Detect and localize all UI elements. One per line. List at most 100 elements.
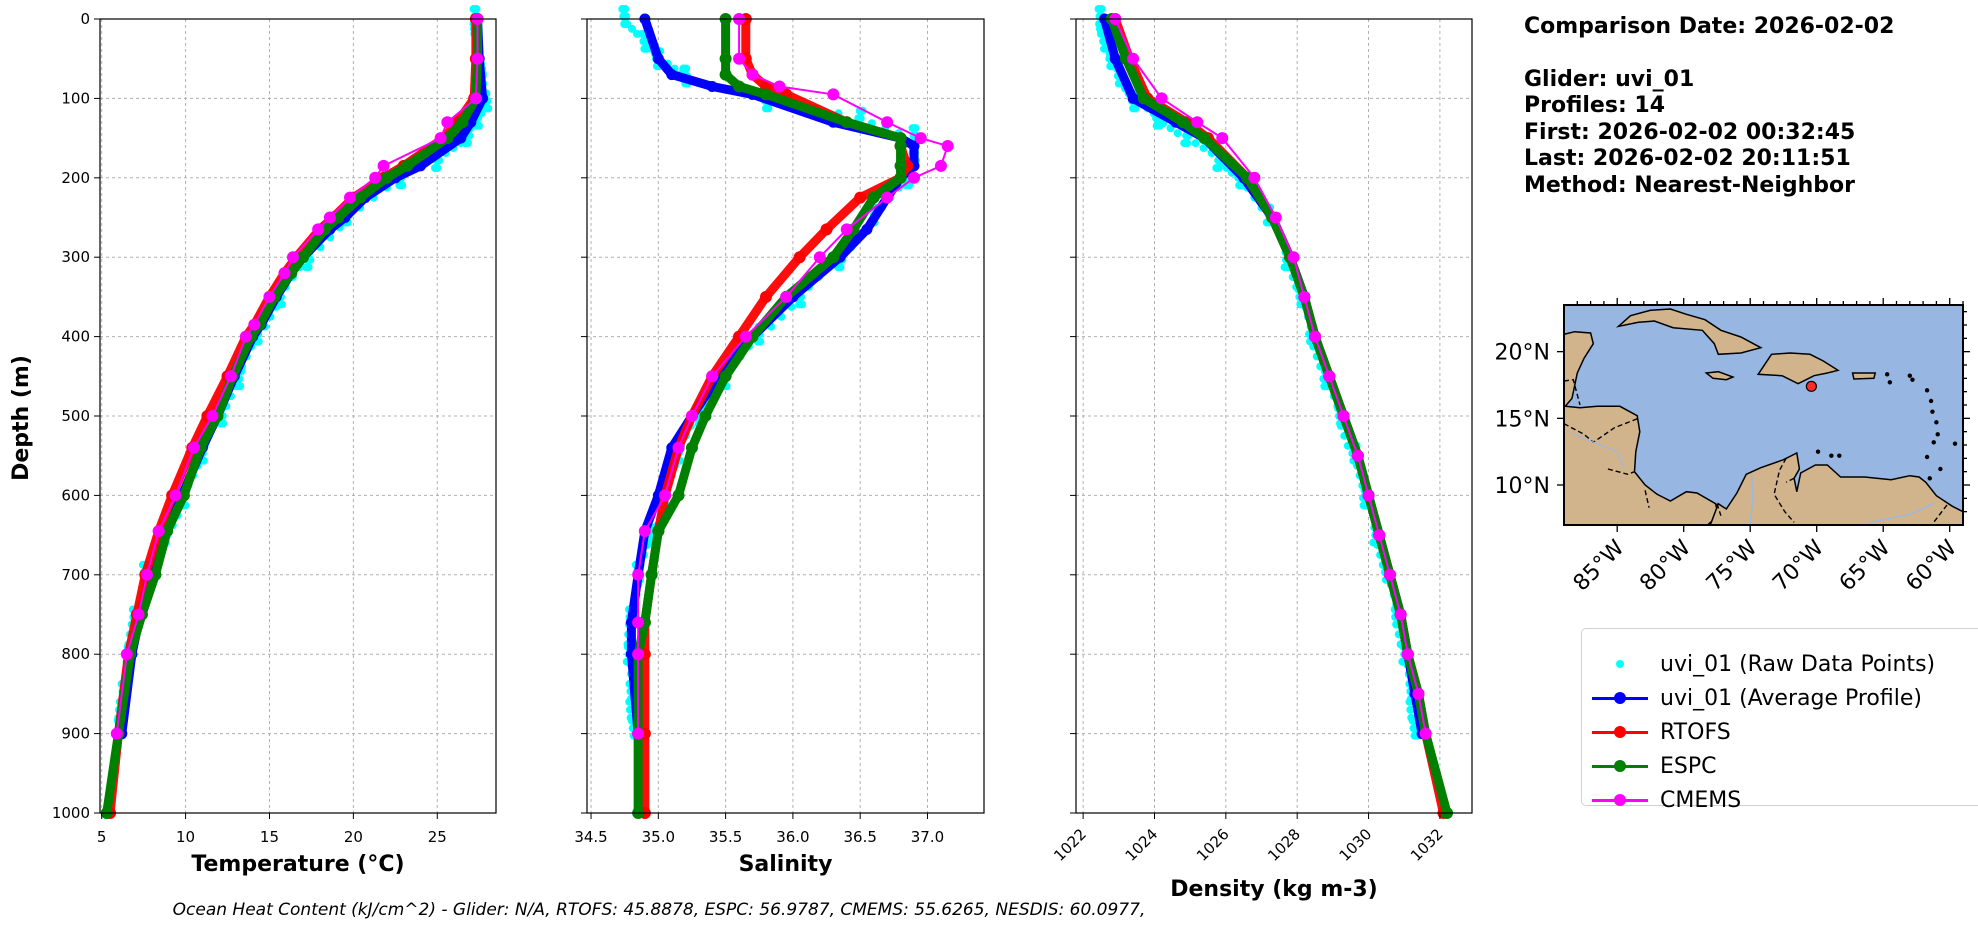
raw-point bbox=[1320, 382, 1329, 391]
island bbox=[1884, 372, 1890, 377]
raw-point bbox=[854, 114, 863, 123]
series-point-cmems bbox=[286, 251, 299, 264]
legend: uvi_01 (Raw Data Points) uvi_01 (Average… bbox=[1581, 628, 1978, 813]
series-line-glider bbox=[117, 14, 488, 739]
series-point-cmems bbox=[263, 290, 276, 303]
series-cmems bbox=[632, 13, 954, 740]
raw-point bbox=[1173, 129, 1182, 138]
comparison-date: Comparison Date: 2026-02-02 bbox=[1524, 14, 1895, 39]
y-tick-label: 300 bbox=[61, 248, 90, 266]
legend-item-espc: ESPC bbox=[1582, 751, 1717, 781]
map-lat-label: 15°N bbox=[1495, 407, 1550, 432]
series-point-cmems bbox=[132, 608, 145, 621]
y-tick-label: 700 bbox=[61, 566, 90, 584]
profile-panels: 5 10 15 20 25 0 100 200 300 400 500 600 700 800 900 100… bbox=[52, 5, 1473, 902]
series-point-cmems bbox=[1401, 648, 1414, 661]
x-axis-label: Salinity bbox=[739, 852, 833, 877]
raw-point bbox=[1406, 705, 1415, 714]
island bbox=[1924, 454, 1930, 460]
series-cmems bbox=[1109, 13, 1432, 740]
map-body bbox=[1564, 305, 1963, 525]
map-lat-label: 10°N bbox=[1495, 474, 1550, 499]
island bbox=[1907, 373, 1913, 378]
series-point-espc bbox=[894, 140, 907, 153]
x-tick-label: 1024 bbox=[1122, 825, 1162, 865]
map-lat-label: 20°N bbox=[1495, 341, 1550, 366]
raw-point bbox=[911, 124, 920, 133]
country-border bbox=[1785, 477, 1795, 483]
series-point-cmems bbox=[881, 191, 894, 204]
raw-point bbox=[1407, 713, 1416, 722]
map-lon-label: 80°W bbox=[1635, 535, 1696, 596]
series-point-cmems bbox=[746, 68, 759, 81]
series-point-cmems bbox=[934, 159, 947, 172]
series-point-cmems bbox=[632, 568, 645, 581]
x-tick-label: 36.5 bbox=[843, 828, 876, 846]
series-point-cmems bbox=[1127, 52, 1140, 65]
map-lon-label: 60°W bbox=[1901, 535, 1962, 596]
x-tick-label: 1028 bbox=[1264, 825, 1304, 865]
raw-point bbox=[682, 64, 691, 73]
series-point-espc bbox=[161, 525, 174, 538]
x-tick-label: 5 bbox=[97, 828, 107, 846]
raw-point bbox=[398, 181, 407, 190]
series-point-cmems bbox=[1362, 489, 1375, 502]
series-point-cmems bbox=[739, 330, 752, 343]
series-point-cmems bbox=[1323, 370, 1336, 383]
legend-label: uvi_01 (Raw Data Points) bbox=[1660, 651, 1936, 677]
series-line-glider bbox=[1100, 14, 1427, 739]
series-point-cmems bbox=[1337, 410, 1350, 422]
series-point-rtofs bbox=[793, 251, 806, 264]
island bbox=[1887, 380, 1893, 385]
series-point-cmems bbox=[1394, 608, 1407, 621]
series-point-espc bbox=[149, 568, 162, 581]
map-lon-label: 75°W bbox=[1702, 535, 1763, 596]
series-point-cmems bbox=[1373, 529, 1386, 542]
raw-point bbox=[1183, 139, 1192, 148]
series-point-cmems bbox=[827, 88, 840, 101]
x-tick-label: 10 bbox=[176, 828, 195, 846]
series-point-espc bbox=[867, 191, 880, 204]
series-point-cmems bbox=[187, 441, 200, 454]
island bbox=[1829, 453, 1834, 458]
panel-2: 34.5 35.0 35.5 36.0 36.5 37.0 Salinity bbox=[574, 5, 985, 877]
series-point-espc bbox=[1177, 116, 1190, 129]
last-time: Last: 2026-02-02 20:11:51 bbox=[1524, 146, 1851, 171]
profile-count: Profiles: 14 bbox=[1524, 93, 1666, 118]
legend-label: CMEMS bbox=[1660, 787, 1742, 813]
series-point-espc bbox=[719, 68, 732, 81]
series-point-cmems bbox=[1298, 290, 1311, 303]
raw-points bbox=[1094, 5, 1422, 740]
series-point-cmems bbox=[632, 616, 645, 629]
series-point-cmems bbox=[344, 191, 357, 204]
series-point-espc bbox=[685, 441, 698, 454]
series-point-cmems bbox=[780, 290, 793, 303]
river bbox=[1570, 432, 1625, 468]
series-point-cmems bbox=[1419, 727, 1432, 740]
river bbox=[1869, 502, 1935, 524]
series-point-cmems bbox=[239, 330, 252, 343]
series-point-cmems bbox=[1351, 449, 1364, 462]
island bbox=[1935, 432, 1940, 437]
series-line-cmems bbox=[115, 18, 479, 735]
series-point-espc bbox=[401, 159, 414, 172]
series-point-espc bbox=[759, 88, 772, 101]
x-tick-label: 1026 bbox=[1193, 825, 1233, 865]
island bbox=[1924, 388, 1930, 393]
caribbean-map: 10°N 15°N 20°N 85°W 80°W 75°W 70°W 65°W 60°W bbox=[1495, 298, 1970, 596]
series-point-glider bbox=[706, 80, 718, 92]
x-tick-label: 35.5 bbox=[709, 828, 742, 846]
series-point-espc bbox=[456, 116, 469, 129]
series-point-cmems bbox=[638, 525, 651, 538]
series-point-cmems bbox=[733, 52, 746, 65]
series-point-espc bbox=[332, 211, 345, 224]
series-point-cmems bbox=[120, 648, 133, 661]
series-glider bbox=[1099, 13, 1428, 740]
ohc-footer-text: Ocean Heat Content (kJ/cm^2) - Glider: N… bbox=[172, 900, 1146, 920]
country-border bbox=[1607, 468, 1635, 476]
x-tick-label: 1032 bbox=[1407, 825, 1447, 865]
series-point-cmems bbox=[278, 267, 291, 280]
glider-name: Glider: uvi_01 bbox=[1524, 66, 1695, 92]
series-point-cmems bbox=[434, 132, 447, 145]
x-tick-label: 35.0 bbox=[642, 828, 675, 846]
